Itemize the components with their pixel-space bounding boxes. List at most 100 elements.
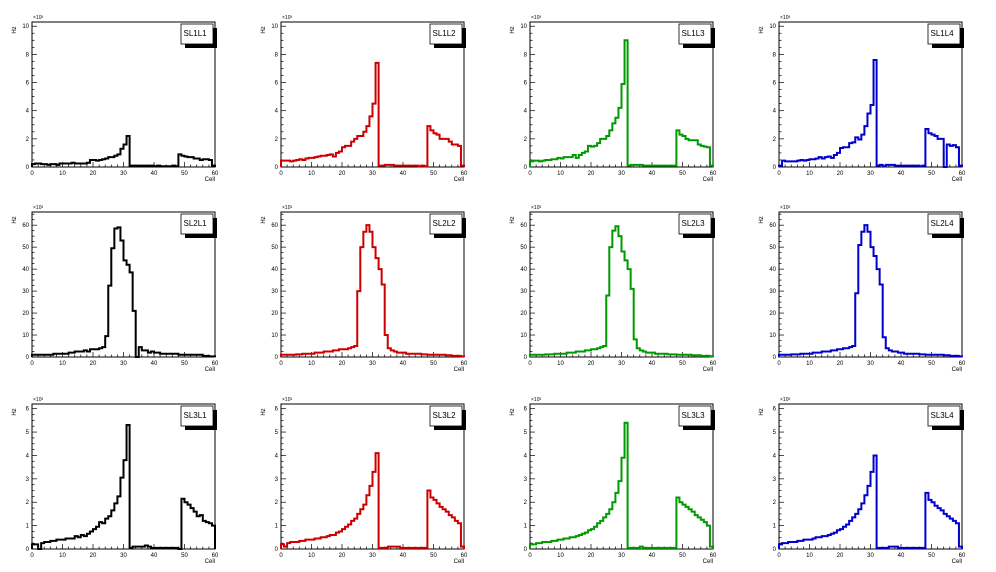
- y-tick-label: 0: [275, 355, 279, 361]
- x-tick-label: 20: [837, 171, 844, 177]
- histogram-title: SL1L2: [433, 29, 457, 38]
- histogram-bin: [686, 139, 689, 167]
- histogram-bin: [683, 505, 686, 549]
- histogram-bin: [120, 149, 123, 167]
- y-axis-label: Hz: [12, 26, 18, 33]
- title-box: [180, 405, 214, 427]
- histogram-bin: [919, 354, 922, 357]
- histogram-bin: [622, 252, 625, 357]
- histogram-bin: [704, 356, 707, 357]
- histogram-bin: [312, 354, 315, 357]
- histogram-bin: [354, 346, 357, 357]
- histogram-bin: [600, 521, 603, 549]
- x-tick-label: 30: [618, 361, 625, 367]
- histogram-bin: [886, 348, 889, 357]
- y-axis-label: Hz: [510, 26, 516, 33]
- histogram-bin: [87, 352, 90, 357]
- histogram-bin: [154, 166, 157, 167]
- x-axis-label: Cell: [454, 177, 464, 183]
- histogram-bin: [886, 165, 889, 167]
- histogram-bin: [837, 530, 840, 549]
- histogram-bin: [585, 152, 588, 167]
- histogram-bin: [99, 522, 102, 549]
- x-tick-label: 40: [898, 171, 905, 177]
- histogram-bin: [181, 355, 184, 357]
- histogram-bin: [388, 165, 391, 167]
- histogram-bin: [806, 540, 809, 549]
- histogram-bin: [75, 163, 78, 167]
- histogram-bin: [606, 136, 609, 167]
- histogram-bin: [120, 241, 123, 357]
- histogram-bin: [455, 356, 458, 357]
- x-tick-label: 60: [461, 171, 468, 177]
- histogram-bin: [212, 526, 215, 549]
- y-tick-label: 4: [26, 453, 30, 459]
- y-axis-multiplier: ×10³: [531, 15, 541, 21]
- histogram-bin: [403, 166, 406, 167]
- x-tick-label: 10: [557, 361, 564, 367]
- plot-frame: [31, 211, 216, 358]
- histogram-outline: [778, 224, 963, 358]
- histogram-bin: [810, 354, 813, 357]
- y-tick-label: 3: [275, 477, 279, 483]
- histogram-bin: [315, 353, 318, 357]
- histogram-bin: [664, 166, 667, 167]
- histogram-bin: [385, 165, 388, 167]
- histogram-bin: [542, 355, 545, 357]
- x-tick-label: 40: [151, 171, 158, 177]
- y-tick-label: 2: [524, 137, 528, 143]
- histogram-bin: [120, 478, 123, 549]
- histogram-outline: [778, 454, 963, 549]
- histogram-bin: [130, 548, 133, 549]
- histogram-bin: [452, 356, 455, 357]
- histogram-bin: [895, 352, 898, 357]
- histogram-bin: [557, 354, 560, 357]
- histogram-bin: [151, 548, 154, 549]
- histogram-bin: [800, 354, 803, 357]
- histogram-bin: [576, 536, 579, 549]
- x-tick-label: 50: [430, 361, 437, 367]
- histogram-bin: [99, 348, 102, 357]
- histogram-bin: [655, 548, 658, 549]
- histogram-bin: [333, 350, 336, 357]
- histogram-bin: [209, 356, 212, 357]
- histogram-bin: [889, 350, 892, 357]
- histogram-bin: [673, 354, 676, 357]
- histogram-bin: [938, 355, 941, 357]
- histogram-bin: [111, 248, 114, 357]
- y-axis-label: Hz: [261, 408, 267, 415]
- histogram-bin: [941, 355, 944, 357]
- histogram-bin: [813, 159, 816, 167]
- histogram-bin: [530, 355, 533, 357]
- histogram-bin: [312, 158, 315, 167]
- histogram-bin: [312, 540, 315, 549]
- histogram-bin: [554, 541, 557, 549]
- histogram-bin: [910, 548, 913, 549]
- histogram-bin: [424, 166, 427, 167]
- histogram-bin: [941, 139, 944, 167]
- histogram-bin: [779, 166, 782, 167]
- histogram-bin: [99, 160, 102, 167]
- histogram-bin: [542, 161, 545, 167]
- histogram-bin: [597, 523, 600, 549]
- histogram-bin: [907, 166, 910, 167]
- x-axis-label: Cell: [454, 559, 464, 565]
- histogram-bin: [609, 247, 612, 357]
- histogram-panel: 0 10 20 30 40 50 60 0 2 4 6 8 10 ×10³ Hz Cell SL1L3: [510, 15, 717, 183]
- histogram-title: SL1L1: [184, 29, 208, 38]
- x-axis-label: Cell: [952, 559, 962, 565]
- y-tick-label: 60: [520, 223, 527, 229]
- histogram-bin: [87, 163, 90, 167]
- histogram-bin: [858, 245, 861, 357]
- histogram-bin: [689, 509, 692, 549]
- x-tick-label: 0: [279, 553, 283, 559]
- histogram-bin: [557, 540, 560, 549]
- histogram-bin: [336, 533, 339, 549]
- histogram-bin: [588, 350, 591, 357]
- y-axis-multiplier: ×10³: [780, 397, 790, 403]
- histogram-bin: [127, 265, 130, 357]
- x-tick-label: 60: [710, 171, 717, 177]
- histogram-bin: [551, 354, 554, 357]
- histogram-bin: [394, 166, 397, 167]
